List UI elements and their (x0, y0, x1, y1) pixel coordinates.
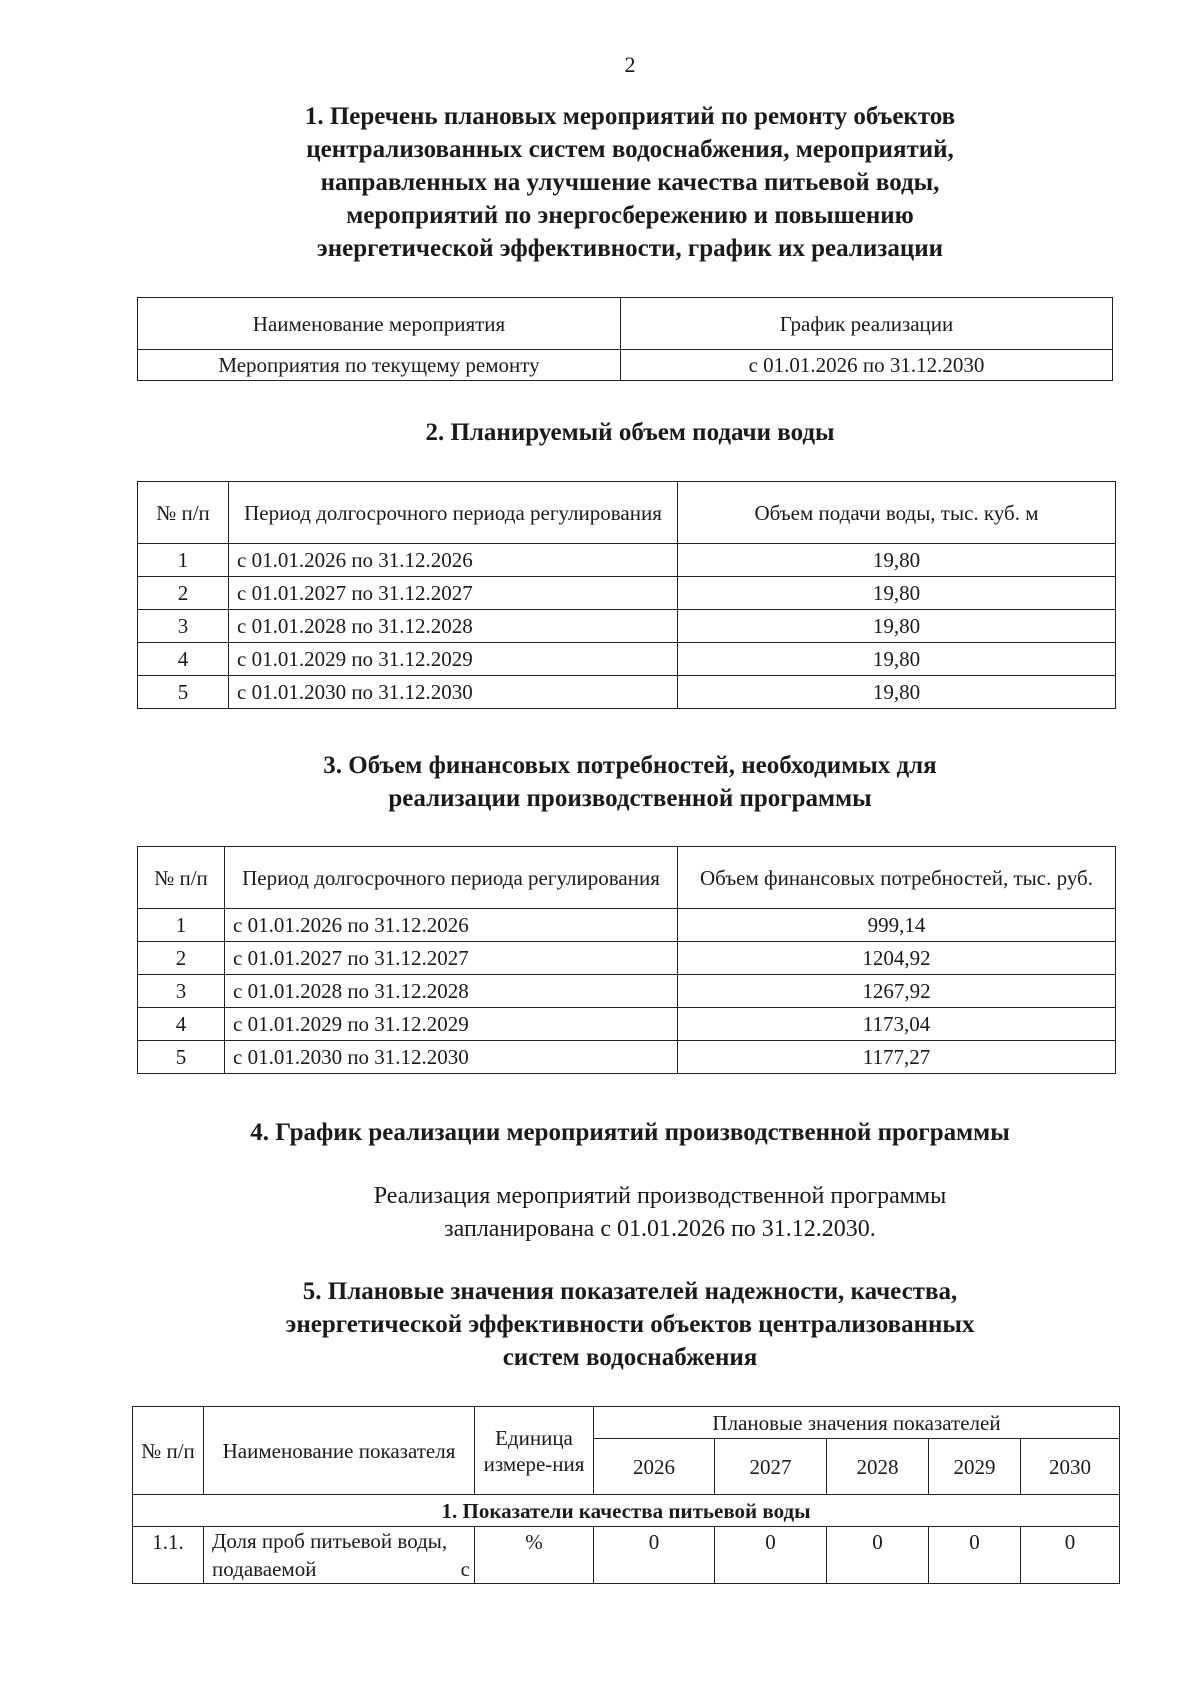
cell: 0 (593, 1526, 715, 1584)
year-header: 2030 (1020, 1438, 1120, 1495)
year-header: 2027 (714, 1438, 827, 1495)
cell: с 01.01.2030 по 31.12.2030 (224, 1040, 678, 1074)
cell: с 01.01.2030 по 31.12.2030 (228, 675, 678, 709)
cell: 1 (137, 908, 225, 942)
year-header: 2029 (928, 1438, 1021, 1495)
cell: 4 (137, 642, 229, 676)
cell: 4 (137, 1007, 225, 1041)
section5-title: 5. Плановые значения показателей надежно… (120, 1275, 1140, 1374)
cell: с 01.01.2028 по 31.12.2028 (224, 974, 678, 1008)
cell: 5 (137, 1040, 225, 1074)
header-cell: № п/п (132, 1406, 204, 1495)
cell: 1.1. (132, 1526, 204, 1584)
cell: 1 (137, 543, 229, 577)
header-cell: Плановые значения показателей (593, 1406, 1120, 1439)
title-line: 5. Плановые значения показателей надежно… (302, 1278, 958, 1305)
title-line: мероприятий по энергосбережению и повыше… (346, 202, 914, 229)
section1-title: 1. Перечень плановых мероприятий по ремо… (120, 100, 1140, 265)
header-cell: Период долгосрочного периода регулирован… (228, 481, 678, 544)
cell: 19,80 (677, 675, 1116, 709)
cell: 19,80 (677, 642, 1116, 676)
cell: 0 (1020, 1526, 1120, 1584)
header-cell: Наименование показателя (203, 1406, 475, 1495)
table-financial-needs: № п/п Период долгосрочного периода регули… (137, 846, 1116, 1074)
cell: с 01.01.2028 по 31.12.2028 (228, 609, 678, 643)
title-line: 3. Объем финансовых потребностей, необхо… (323, 752, 937, 779)
cell: 19,80 (677, 609, 1116, 643)
table-row: 1.1. Доля проб питьевой воды, подаваемой… (132, 1526, 1120, 1584)
table-activities: Наименование мероприятия График реализаци… (137, 297, 1113, 381)
page-number: 2 (624, 52, 636, 77)
table-indicators: № п/п Наименование показателя Единица из… (132, 1406, 1120, 1584)
cell: 3 (137, 974, 225, 1008)
cell: с 01.01.2026 по 31.12.2026 (228, 543, 678, 577)
table-row: Мероприятия по текущему ремонту с 01.01.2… (137, 349, 1113, 381)
group-row: 1. Показатели качества питьевой воды (132, 1494, 1120, 1527)
cell: с 01.01.2026 по 31.12.2030 (620, 349, 1113, 381)
cell: 0 (928, 1526, 1021, 1584)
cell: 0 (826, 1526, 929, 1584)
cell: 0 (714, 1526, 827, 1584)
year-header: 2028 (826, 1438, 929, 1495)
cell: с 01.01.2026 по 31.12.2026 (224, 908, 678, 942)
section4-text: Реализация мероприятий производственной … (120, 1180, 1200, 1246)
title-line: централизованных систем водоснабжения, м… (306, 136, 954, 163)
cell: 999,14 (677, 908, 1116, 942)
cell: 3 (137, 609, 229, 643)
cell: с 01.01.2027 по 31.12.2027 (224, 941, 678, 975)
header-cell: Объем подачи воды, тыс. куб. м (677, 481, 1116, 544)
title-line: энергетической эффективности, график их … (316, 235, 944, 262)
header-cell: № п/п (137, 846, 225, 909)
text-line: Реализация мероприятий производственной … (373, 1183, 947, 1209)
cell: с 01.01.2027 по 31.12.2027 (228, 576, 678, 610)
title-line: энергетической эффективности объектов це… (285, 1311, 975, 1338)
header-cell: № п/п (137, 481, 229, 544)
header-cell: График реализации (620, 297, 1113, 350)
table-water-volume: № п/п Период долгосрочного периода регули… (137, 481, 1116, 709)
title-line: реализации производственной программы (388, 785, 872, 812)
header-cell: Период долгосрочного периода регулирован… (224, 846, 678, 909)
year-header: 2026 (593, 1438, 715, 1495)
cell: с 01.01.2029 по 31.12.2029 (224, 1007, 678, 1041)
cell: 1204,92 (677, 941, 1116, 975)
section2-title: 2. Планируемый объем подачи воды (425, 419, 835, 446)
title-line: систем водоснабжения (502, 1344, 758, 1371)
cell: 19,80 (677, 576, 1116, 610)
cell: 2 (137, 576, 229, 610)
text-line: запланирована с 01.01.2026 по 31.12.2030… (444, 1216, 876, 1242)
cell: Доля проб питьевой воды, подаваемой с (203, 1526, 475, 1584)
cell: 19,80 (677, 543, 1116, 577)
header-cell: Объем финансовых потребностей, тыс. руб. (677, 846, 1116, 909)
section3-title: 3. Объем финансовых потребностей, необхо… (120, 749, 1140, 815)
cell: 1173,04 (677, 1007, 1116, 1041)
cell: с 01.01.2029 по 31.12.2029 (228, 642, 678, 676)
cell: 1177,27 (677, 1040, 1116, 1074)
cell: 2 (137, 941, 225, 975)
title-line: 1. Перечень плановых мероприятий по ремо… (304, 103, 956, 130)
cell: Мероприятия по текущему ремонту (137, 349, 621, 381)
section4-title: 4. График реализации мероприятий произво… (250, 1119, 1010, 1146)
cell: 1267,92 (677, 974, 1116, 1008)
cell: 5 (137, 675, 229, 709)
cell: % (474, 1526, 594, 1584)
header-cell: Единица измере-ния (474, 1406, 594, 1495)
header-cell: Наименование мероприятия (137, 297, 621, 350)
title-line: направленных на улучшение качества питье… (320, 169, 940, 196)
